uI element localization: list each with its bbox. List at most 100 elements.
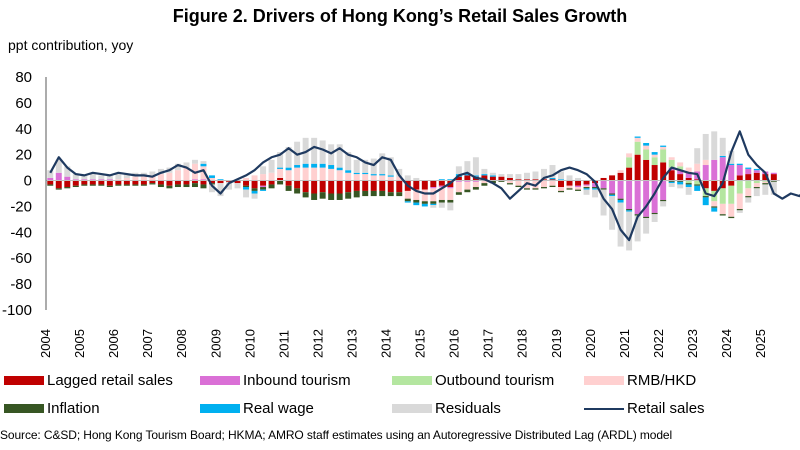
bar-inflation xyxy=(345,192,352,199)
bar-residuals xyxy=(98,175,105,180)
bar-residuals xyxy=(711,131,718,160)
bar-lagged-retail-sales xyxy=(660,162,667,181)
bar-inbound-tourism xyxy=(583,184,590,186)
bar-inflation xyxy=(200,184,207,189)
bar-inflation xyxy=(413,199,420,203)
bar-residuals xyxy=(123,174,130,178)
bar-inflation xyxy=(609,193,616,195)
bar-inflation xyxy=(294,188,301,194)
bar-residuals xyxy=(387,157,394,176)
bar-outbound-tourism xyxy=(668,159,675,168)
bar-residuals xyxy=(472,157,479,176)
bar-inbound-tourism xyxy=(89,179,96,181)
bar-rmb-hkd xyxy=(566,185,573,189)
bar-lagged-retail-sales xyxy=(260,180,267,186)
y-tick-label: -20 xyxy=(10,198,32,215)
bar-residuals xyxy=(617,202,624,247)
bar-rmb-hkd xyxy=(634,137,641,142)
bar-inflation xyxy=(55,188,62,190)
bar-inflation xyxy=(541,187,547,189)
bar-lagged-retail-sales xyxy=(396,180,403,193)
bar-rmb-hkd xyxy=(549,180,556,186)
bar-rmb-hkd xyxy=(668,157,675,160)
bar-lagged-retail-sales xyxy=(277,177,284,181)
bar-lagged-retail-sales xyxy=(294,180,301,189)
bar-residuals xyxy=(566,175,573,181)
bar-inflation xyxy=(72,185,79,188)
bar-inbound-tourism xyxy=(651,180,658,213)
bar-real-wage xyxy=(311,163,318,168)
bar-real-wage xyxy=(472,175,479,177)
bar-rmb-hkd xyxy=(481,180,488,184)
legend-color-swatch xyxy=(4,404,44,413)
bar-real-wage xyxy=(379,174,386,176)
bar-layer xyxy=(47,131,777,251)
bar-inbound-tourism xyxy=(677,170,684,175)
bar-residuals xyxy=(379,153,386,175)
bar-inbound-tourism xyxy=(447,187,454,189)
bar-rmb-hkd xyxy=(123,177,130,181)
bar-rmb-hkd xyxy=(174,170,181,181)
chart-title: Figure 2. Drivers of Hong Kong’s Retail … xyxy=(172,6,628,26)
bar-real-wage xyxy=(694,185,701,191)
bar-inflation xyxy=(370,190,377,197)
bar-rmb-hkd xyxy=(285,170,292,181)
bar-residuals xyxy=(506,174,513,178)
bar-residuals xyxy=(532,171,539,180)
bar-rmb-hkd xyxy=(132,176,139,181)
bar-rmb-hkd xyxy=(694,163,701,172)
bar-lagged-retail-sales xyxy=(523,179,530,181)
bar-lagged-retail-sales xyxy=(464,175,471,181)
bar-inflation xyxy=(64,187,71,189)
bar-lagged-retail-sales xyxy=(370,180,377,191)
bar-inflation xyxy=(328,193,335,200)
bar-real-wage xyxy=(634,136,641,138)
bar-inflation xyxy=(566,188,573,190)
bar-inflation xyxy=(745,196,752,198)
bar-rmb-hkd xyxy=(455,181,462,193)
bar-rmb-hkd xyxy=(209,177,215,181)
bar-inflation xyxy=(336,193,343,200)
bar-inflation xyxy=(387,192,394,197)
bar-inflation xyxy=(430,201,437,204)
bar-residuals xyxy=(115,174,122,180)
bar-inflation xyxy=(174,184,181,188)
bar-lagged-retail-sales xyxy=(489,176,496,181)
bar-rmb-hkd xyxy=(660,146,667,150)
bar-rmb-hkd xyxy=(379,175,386,181)
bar-lagged-retail-sales xyxy=(89,180,96,185)
bar-lagged-retail-sales xyxy=(643,159,650,181)
legend-color-swatch xyxy=(4,376,44,385)
x-tick-label: 2019 xyxy=(549,329,564,358)
bar-lagged-retail-sales xyxy=(728,180,735,186)
bar-lagged-retail-sales xyxy=(149,180,156,184)
bar-inflation xyxy=(106,185,113,188)
bar-real-wage xyxy=(217,179,224,181)
bar-real-wage xyxy=(328,165,335,169)
y-axis-unit-label: ppt contribution, yoy xyxy=(8,37,134,53)
line-layer xyxy=(49,130,800,242)
bar-residuals xyxy=(770,181,777,195)
bar-lagged-retail-sales xyxy=(328,180,335,194)
x-tick-label: 2018 xyxy=(515,329,530,358)
legend-label: Real wage xyxy=(243,400,314,417)
bar-inbound-tourism xyxy=(47,177,54,181)
bar-rmb-hkd xyxy=(260,174,267,181)
bar-rmb-hkd xyxy=(702,159,709,166)
bar-lagged-retail-sales xyxy=(762,174,769,181)
bar-inbound-tourism xyxy=(736,165,743,176)
bar-lagged-retail-sales xyxy=(55,180,62,189)
bar-lagged-retail-sales xyxy=(609,175,616,181)
bar-real-wage xyxy=(711,207,718,212)
legend-label: Lagged retail sales xyxy=(47,372,173,389)
bar-inflation xyxy=(81,184,88,186)
bar-inflation xyxy=(515,185,522,188)
bar-residuals xyxy=(285,146,292,168)
bar-lagged-retail-sales xyxy=(694,179,701,181)
bar-rmb-hkd xyxy=(685,167,692,173)
x-tick-label: 2009 xyxy=(208,329,223,358)
bar-inbound-tourism xyxy=(106,179,113,181)
bar-rmb-hkd xyxy=(711,201,718,207)
x-tick-label: 2024 xyxy=(719,329,734,358)
